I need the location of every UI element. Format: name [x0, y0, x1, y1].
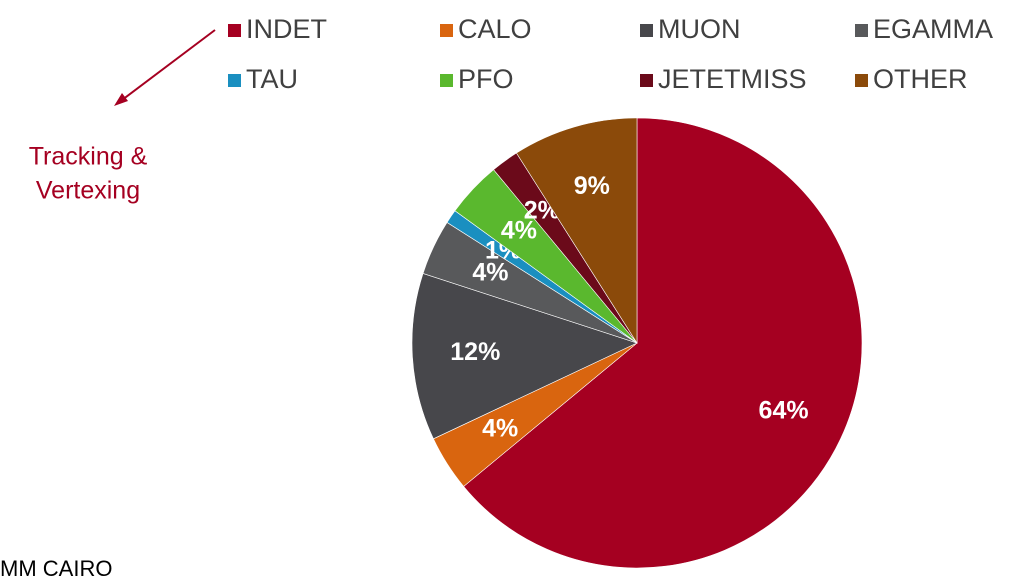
- value-label: 4%: [482, 414, 518, 442]
- annotation-arrow: [117, 29, 216, 104]
- value-label: 12%: [450, 338, 500, 366]
- annotation: Tracking &: [29, 143, 148, 171]
- legend-swatch: [855, 74, 868, 87]
- legend-label: OTHER: [873, 64, 968, 94]
- legend-label: INDET: [246, 14, 327, 44]
- legend-label: PFO: [458, 64, 514, 94]
- legend-swatch: [440, 74, 453, 87]
- pie-slice: [463, 117, 863, 569]
- value-label: 9%: [574, 172, 610, 200]
- annotation: Vertexing: [36, 177, 140, 205]
- legend-label: MUON: [658, 14, 741, 44]
- legend-swatch: [228, 74, 241, 87]
- footer: MM CAIRO: [0, 556, 112, 577]
- legend-swatch: [640, 74, 653, 87]
- legend-swatch: [855, 24, 868, 37]
- value-label: 4%: [472, 259, 508, 287]
- legend-label: CALO: [458, 14, 532, 44]
- legend-swatch: [228, 24, 241, 37]
- value-label: 64%: [759, 397, 809, 425]
- legend-swatch: [440, 24, 453, 37]
- pie-slice: [516, 117, 638, 345]
- legend-label: JETETMISS: [658, 64, 807, 94]
- legend-swatch: [640, 24, 653, 37]
- legend-label: TAU: [246, 64, 298, 94]
- annotation-arrowhead: [114, 93, 128, 106]
- value-label: 4%: [501, 217, 537, 245]
- legend-label: EGAMMA: [873, 14, 993, 44]
- pie-slice: [411, 273, 638, 440]
